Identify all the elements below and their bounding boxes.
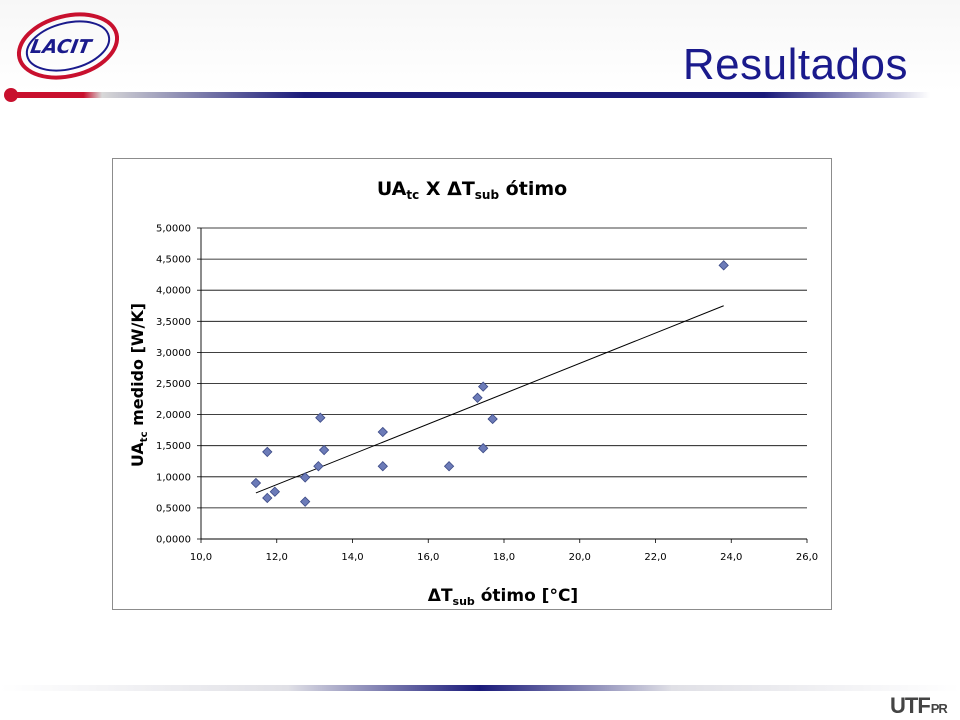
plot-area [200,228,807,540]
x-axis-label: ΔTsub ótimo [°C] [428,586,578,608]
x-tick-label: 16,0 [417,552,439,563]
chart-frame: UAtc X ΔTsub ótimo 0,0000 0,5000 1,0000 1,5… [112,158,832,610]
slide-title: Resultados [682,40,908,89]
trendline [255,305,724,494]
data-point [315,412,326,423]
data-point [262,446,273,458]
header-band [0,0,960,92]
x-tick-label: 26,0 [796,552,818,563]
data-point [478,443,489,454]
logo-text: LACIT [29,35,95,58]
data-point [718,260,729,271]
lacit-logo: LACIT [16,12,120,80]
y-tick-label: 3,0000 [156,348,191,359]
x-tick-label: 14,0 [341,552,363,563]
data-point [377,426,388,438]
header-rule [10,92,930,98]
y-tick-label: 3,5000 [156,317,191,328]
y-tick-label: 4,5000 [156,255,191,266]
x-tick-label: 10,0 [190,552,212,563]
y-tick-label: 1,5000 [156,441,191,452]
x-tick-label: 18,0 [493,552,515,563]
data-point [299,496,311,507]
trendline-segment [255,305,724,494]
data-point [269,486,281,497]
data-point [318,444,330,456]
data-point [478,381,489,392]
y-tick-label: 4,0000 [156,286,191,297]
header-bullet [4,88,18,102]
data-point [262,492,273,504]
data-point [313,461,324,472]
y-tick-label: 0,5000 [156,503,191,514]
chart-gridlines [201,227,807,509]
data-points [250,260,729,507]
chart-title: UAtc X ΔTsub ótimo [377,178,567,202]
y-tick-label: 5,0000 [156,224,191,235]
y-tick-label: 0,0000 [156,535,191,546]
x-tick-label: 22,0 [644,552,666,563]
y-tick-label: 2,5000 [156,379,191,390]
utfpr-logo: UTFPR [890,693,948,718]
y-tick-label: 1,0000 [156,472,191,483]
data-point [443,461,455,472]
data-point [299,472,311,483]
data-point [250,477,262,489]
x-tick-label: 12,0 [266,552,288,563]
data-point [472,392,483,403]
x-tick-label: 20,0 [569,552,591,563]
scatter-chart: UAtc X ΔTsub ótimo 0,0000 0,5000 1,0000 1,5… [128,178,818,608]
y-tick-label: 2,0000 [156,410,191,421]
footer-rule [0,685,960,691]
x-axis-ticks: 10,0 12,0 14,0 16,0 18,0 20,0 22,0 24,0 26,0 [190,539,818,563]
data-point [377,461,388,472]
y-axis-label: UAtc medido [W/K] [128,303,150,467]
y-axis-ticks: 0,0000 0,5000 1,0000 1,5000 2,0000 2,5000 3,00… [156,224,201,546]
x-tick-label: 24,0 [720,552,742,563]
data-point [487,413,498,425]
